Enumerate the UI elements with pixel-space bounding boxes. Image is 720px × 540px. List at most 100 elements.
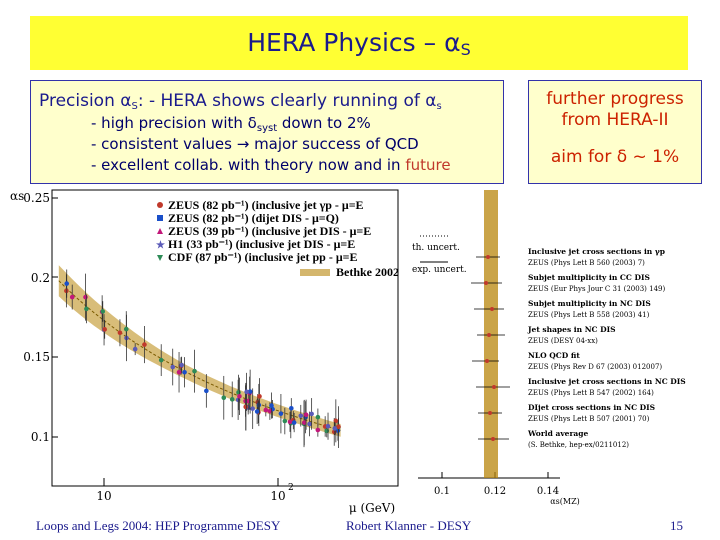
legend-entry: H1 (33 pb⁻¹) (inclusive jet DIS - μ=E (168, 237, 355, 251)
alphas-figure: αs 0.25 0.2 0.15 0.1 10 10 2 μ (GeV) ZEU… (10, 189, 686, 515)
data-point (69, 294, 75, 300)
measurement-ref: ZEUS (DESY 04-xx) (528, 337, 598, 345)
data-point (303, 412, 309, 417)
outlook-box: further progress from HERA-II aim for δ ~… (528, 80, 702, 184)
ytick-label: 0.25 (23, 191, 50, 205)
measurement-ref: ZEUS (Phys Lett B 507 (2001) 70) (528, 415, 650, 423)
data-point (83, 294, 88, 300)
data-point (250, 406, 255, 411)
measurement-title: Jet shapes in NC DIS (527, 325, 616, 334)
measurement-point (490, 307, 494, 311)
measurement-ref: ZEUS (Phys Rev D 67 (2003) 012007) (528, 363, 662, 371)
bethke-band (58, 265, 341, 437)
data-point (100, 309, 106, 314)
intro-line-1: Precision αS: - HERA shows clearly runni… (39, 91, 442, 112)
footer-page: 15 (670, 518, 683, 533)
footer-author: Robert Klanner - DESY (346, 518, 472, 533)
measurement-title: Subjet multiplicity in CC DIS (528, 273, 650, 282)
measurement-ref: ZEUS (Phys Lett B 547 (2002) 164) (528, 389, 654, 397)
measurement-title: DIjet cross sections in NC DIS (528, 403, 655, 412)
slide-title: HERA Physics – αS (247, 28, 471, 59)
title-bar: HERA Physics – αS (30, 16, 688, 70)
data-point (176, 369, 182, 375)
data-point (237, 394, 242, 399)
bethke-central (58, 280, 341, 431)
ytick-label: 0.1 (31, 430, 50, 444)
legend-marker-star: ★ (156, 240, 165, 251)
data-point (263, 407, 269, 413)
measurement-ref: ZEUS (Phys Lett B 560 (2003) 7) (528, 259, 645, 267)
data-point (132, 346, 138, 352)
data-point (287, 419, 293, 425)
world-average-band (484, 190, 498, 478)
measurement-title: Inclusive jet cross sections in NC DIS (528, 377, 686, 386)
legend-entry: ZEUS (82 pb⁻¹) (inclusive jet γp - μ=E (168, 198, 364, 212)
xtick-label: 10 (270, 489, 285, 503)
data-point (158, 357, 164, 363)
footer-conference: Loops and Legs 2004: HEP Programme DESY (36, 518, 281, 533)
data-point (332, 426, 338, 431)
data-point (221, 395, 227, 401)
right-xtick: 0.12 (484, 486, 506, 497)
legend-marker-triangle (157, 228, 163, 234)
right-xlabel: αs(MZ) (550, 497, 580, 506)
data-point (192, 368, 197, 374)
right-xtick: 0.1 (434, 486, 450, 497)
legend-entry: CDF (87 pb⁻¹) (inclusive jet pp - μ=E (168, 250, 357, 264)
data-point (331, 429, 337, 435)
measurement-title: Inclusive jet cross sections in γp (528, 247, 665, 256)
measurement-point (487, 333, 491, 337)
th-uncert-label: th. uncert. (412, 243, 460, 253)
intro-line-3: - consistent values → major success of Q… (91, 135, 419, 153)
legend-marker-triangle-down (157, 255, 163, 261)
data-point (269, 403, 274, 408)
intro-line-4: - excellent collab. with theory now and … (91, 156, 451, 174)
data-point (102, 327, 107, 332)
data-point (298, 413, 304, 419)
data-point (244, 389, 249, 395)
data-point (254, 409, 260, 414)
measurement-point (488, 411, 492, 415)
data-point (333, 418, 339, 424)
measurement-list: Inclusive jet cross sections in γp ZEUS (… (471, 247, 686, 449)
data-point (315, 414, 321, 420)
xlabel: μ (GeV) (349, 501, 395, 515)
intro-box: Precision αS: - HERA shows clearly runni… (30, 80, 504, 184)
data-point (257, 394, 262, 399)
ylabel: αs (10, 189, 24, 203)
legend-entry: ZEUS (39 pb⁻¹) (inclusive jet DIS - μ=E (168, 224, 371, 238)
data-point (123, 326, 129, 332)
xtick-label: 10 (96, 489, 111, 503)
measurement-title: Subjet multiplicity in NC DIS (528, 299, 651, 308)
ytick-label: 0.15 (23, 350, 50, 364)
data-point (307, 421, 312, 427)
data-point (229, 397, 235, 402)
right-xtick: 0.14 (537, 486, 559, 497)
data-point (142, 342, 147, 347)
data-point (336, 424, 341, 429)
data-point (309, 411, 314, 417)
data-point (267, 408, 273, 414)
data-point (243, 404, 248, 410)
measurement-point (484, 281, 488, 285)
data-point (204, 388, 209, 394)
legend-marker-band (300, 269, 330, 276)
data-point (289, 405, 294, 411)
data-points (64, 269, 341, 449)
data-point (247, 389, 253, 394)
data-point (282, 418, 288, 424)
data-point (278, 411, 284, 416)
data-point (117, 330, 123, 336)
exp-uncert-label: exp. uncert. (412, 265, 467, 275)
data-point (170, 364, 176, 370)
data-point (236, 390, 241, 395)
xtick-exponent: 2 (288, 483, 294, 493)
data-point (64, 281, 70, 286)
measurement-point (491, 437, 495, 441)
plot-frame (51, 189, 399, 487)
measurement-point (485, 359, 489, 363)
aim-text: aim for δ ~ 1% (550, 147, 680, 167)
data-point (84, 306, 89, 312)
legend-marker-circle (157, 202, 163, 208)
data-point (315, 427, 321, 433)
